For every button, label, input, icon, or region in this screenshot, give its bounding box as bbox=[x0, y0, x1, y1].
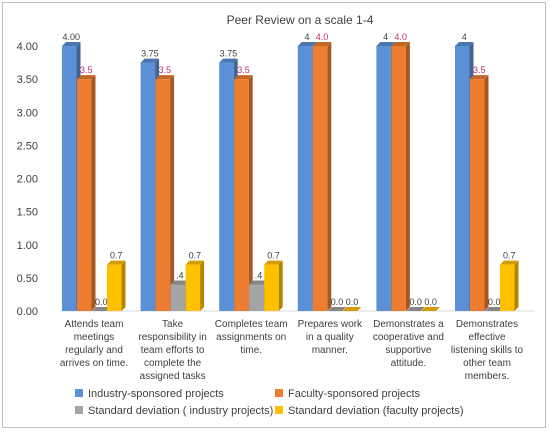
data-label: 0.0 bbox=[331, 297, 344, 307]
y-tick-label: 4.00 bbox=[17, 41, 38, 53]
legend-swatch bbox=[275, 389, 283, 397]
data-label: 0.0 bbox=[95, 297, 108, 307]
data-label: 4 bbox=[462, 32, 467, 42]
bar bbox=[312, 42, 332, 311]
legend: Industry-sponsored projects Faculty-spons… bbox=[75, 388, 463, 417]
data-label: 4.0 bbox=[316, 32, 329, 42]
data-label: 3.5 bbox=[80, 65, 93, 75]
y-tick-label: 2.50 bbox=[17, 140, 38, 152]
data-label: 0.7 bbox=[110, 251, 123, 261]
data-label: 3.5 bbox=[473, 65, 486, 75]
category-label: Take responsibility in team efforts to comp… bbox=[138, 319, 206, 382]
bar bbox=[155, 75, 175, 311]
data-label: 0.7 bbox=[503, 251, 516, 261]
bar bbox=[391, 42, 410, 311]
y-tick-label: 1.50 bbox=[17, 207, 38, 219]
bar bbox=[264, 260, 283, 311]
legend-item: Standard deviation ( industry projects) bbox=[75, 405, 273, 417]
legend-swatch bbox=[275, 406, 283, 414]
bar bbox=[234, 75, 253, 311]
y-tick-label: 0.50 bbox=[17, 273, 38, 285]
data-label: 3.5 bbox=[237, 65, 250, 75]
category-labels: Attends team meetings regularly and arrives… bbox=[60, 319, 524, 382]
category-label: Completes team assignments on time. bbox=[215, 319, 288, 356]
bar-series bbox=[62, 42, 519, 311]
bar bbox=[406, 307, 425, 311]
y-tick-label: 0.00 bbox=[17, 306, 38, 318]
category-label: Demonstrates effective listening skills to… bbox=[451, 319, 524, 382]
legend-label: Faculty-sponsored projects bbox=[288, 388, 421, 400]
data-label: .4 bbox=[176, 271, 184, 281]
legend-swatch bbox=[75, 389, 83, 397]
data-label: 3.75 bbox=[141, 49, 159, 59]
data-label: 4 bbox=[383, 32, 388, 42]
data-label: 3.5 bbox=[159, 65, 172, 75]
bar bbox=[421, 307, 440, 311]
legend-label: Standard deviation (faculty projects) bbox=[288, 405, 463, 417]
data-label: 4 bbox=[305, 32, 310, 42]
bar bbox=[185, 260, 205, 311]
data-label: 0.0 bbox=[488, 297, 501, 307]
data-label: 0.0 bbox=[409, 297, 422, 307]
y-tick-label: 3.50 bbox=[17, 74, 38, 86]
y-tick-label: 3.00 bbox=[17, 107, 38, 119]
bar bbox=[92, 307, 111, 311]
category-label: Prepares work in a quality manner. bbox=[298, 319, 363, 356]
legend-item: Industry-sponsored projects bbox=[75, 388, 224, 400]
data-labels: 4.003.50.00.73.753.5.40.73.753.5.40.74 4.… bbox=[62, 32, 515, 307]
category-label: Demonstrates a cooperative and supportive a… bbox=[373, 319, 444, 369]
legend-item: Faculty-sponsored projects bbox=[275, 388, 421, 400]
data-label: 4.0 bbox=[394, 32, 407, 42]
bar bbox=[470, 75, 489, 311]
data-label: 0.0 bbox=[424, 297, 437, 307]
legend-swatch bbox=[75, 406, 83, 414]
bar bbox=[342, 307, 362, 311]
data-label: 4.00 bbox=[62, 32, 80, 42]
category-label: Attends team meetings regularly and arrives… bbox=[60, 319, 128, 369]
bar bbox=[107, 260, 126, 311]
data-label: 3.75 bbox=[220, 49, 238, 59]
bar bbox=[77, 75, 96, 311]
legend-label: Industry-sponsored projects bbox=[88, 388, 224, 400]
y-tick-label: 2.00 bbox=[17, 174, 38, 186]
data-label: 0.7 bbox=[267, 251, 280, 261]
chart-title: Peer Review on a scale 1-4 bbox=[227, 13, 374, 27]
bar bbox=[500, 260, 519, 311]
data-label: 0.0 bbox=[346, 297, 359, 307]
legend-label: Standard deviation ( industry projects) bbox=[88, 405, 273, 417]
bar bbox=[485, 307, 504, 311]
data-label: 0.7 bbox=[189, 251, 202, 261]
data-label: .4 bbox=[255, 271, 263, 281]
y-tick-label: 1.00 bbox=[17, 240, 38, 252]
bar bbox=[327, 307, 347, 311]
legend-item: Standard deviation (faculty projects) bbox=[275, 405, 463, 417]
